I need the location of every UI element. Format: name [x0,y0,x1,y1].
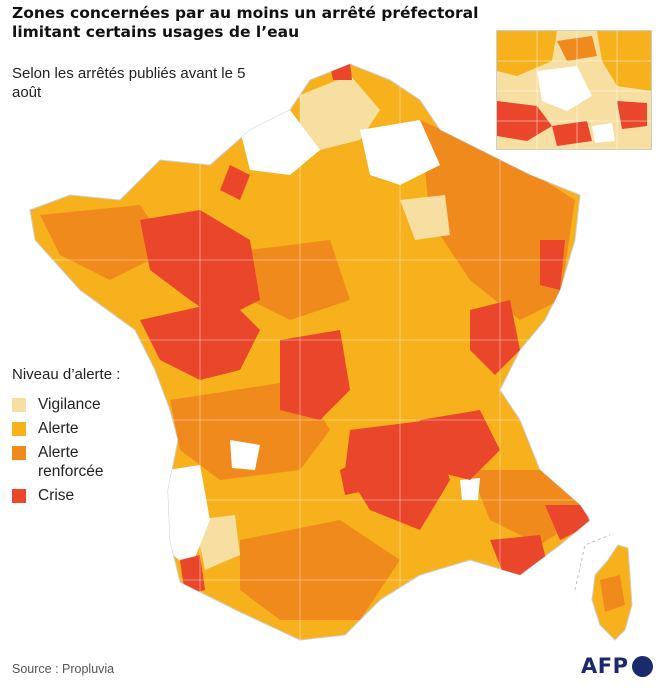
zone-crise [545,505,590,540]
zone-no-restriction [460,478,480,500]
inset-map [497,31,651,149]
map-subtitle: Selon les arrêtés publiés avant le 5 aoû… [12,65,246,101]
afp-logo: AFP [581,654,653,678]
legend-label: Alerte renforcée [38,444,104,480]
legend-swatch [12,489,26,503]
zone-crise [345,420,450,530]
zone-crise [180,555,205,595]
legend-label: Crise [38,487,75,504]
legend-label: Alerte [38,420,79,437]
legend: Niveau d’alerte : Vigilance Alerte Alert… [12,366,182,510]
legend-swatch [12,398,26,412]
legend-swatch [12,422,26,436]
zone-no-restriction [230,440,260,470]
zone-crise [490,535,550,578]
zone-crise [330,64,352,80]
source-note: Source : Propluvia [12,662,115,676]
alert-zones [30,64,590,640]
zone-alerte-renforcee [600,575,625,612]
legend-item-alerte-renforcee: Alerte renforcée [12,443,182,481]
zone-crise [280,330,350,420]
zone-vigilance [540,350,565,400]
legend-item-alerte: Alerte [12,419,182,438]
zone-no-restriction [168,465,210,570]
zone-crise [220,165,250,200]
zone-alerte-renforcee [240,520,400,620]
zone-crise [470,300,520,375]
afp-logo-text: AFP [581,654,629,678]
zone-crise [540,240,565,290]
map-title: Zones concernées par au moins un arrêté … [12,4,479,41]
zone-alerte-renforcee [40,205,170,280]
paris-inset [496,30,652,150]
legend-swatch [12,446,26,460]
legend-title: Niveau d’alerte : [12,366,121,383]
legend-item-vigilance: Vigilance [12,395,182,414]
zone-vigilance [400,195,450,240]
afp-logo-dot [631,655,653,677]
legend-item-crise: Crise [12,486,182,505]
legend-label: Vigilance [38,396,101,413]
zone-crise [420,410,500,480]
zone-crise [340,460,370,495]
zone-vigilance [300,75,380,150]
zone-alerte-renforcee [420,120,575,320]
